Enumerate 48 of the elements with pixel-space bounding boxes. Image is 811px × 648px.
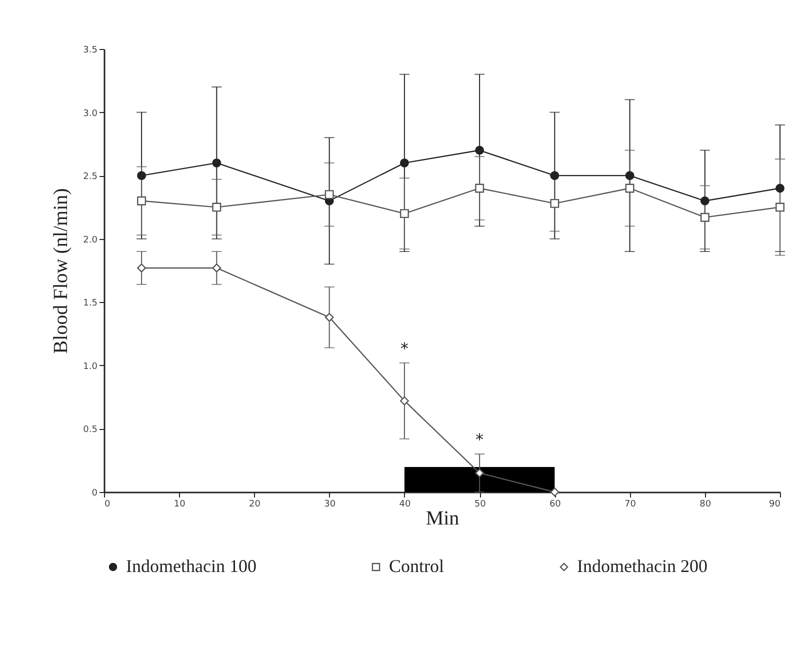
point xyxy=(550,488,560,496)
point xyxy=(137,263,146,272)
point xyxy=(550,171,560,180)
point xyxy=(625,171,634,180)
point xyxy=(212,202,222,212)
legend-label: Indomethacin 200 xyxy=(577,556,708,576)
point xyxy=(400,209,409,218)
y-tick-label: 0 xyxy=(92,488,98,498)
point xyxy=(700,196,710,206)
point xyxy=(400,158,409,168)
y-tick-label: 1.5 xyxy=(83,298,98,309)
annotation: * xyxy=(476,430,484,450)
point xyxy=(137,196,146,206)
point xyxy=(550,198,560,208)
point xyxy=(776,184,784,193)
point xyxy=(324,190,334,200)
x-tick-label: 60 xyxy=(549,500,562,510)
annotation: * xyxy=(400,338,408,358)
x-tick-label: 80 xyxy=(700,500,712,510)
x-tick-label: 70 xyxy=(624,500,636,510)
x-tick-label: 40 xyxy=(399,500,411,510)
legend-label: Indomethacin 100 xyxy=(126,556,256,576)
x-tick-label: 0 xyxy=(104,500,110,510)
x-tick-label: 90 xyxy=(769,500,781,510)
y-tick-label: 3.0 xyxy=(83,108,98,119)
point xyxy=(475,184,484,193)
point xyxy=(212,158,222,168)
point xyxy=(400,396,409,406)
y-tick-label: 2.0 xyxy=(83,235,98,246)
point xyxy=(212,263,222,272)
point xyxy=(776,202,784,212)
point xyxy=(475,146,484,155)
point xyxy=(324,312,334,322)
y-tick-label: 0.5 xyxy=(83,425,98,436)
y-axis-title: Blood Flow (nl/min) xyxy=(50,188,72,354)
point xyxy=(475,468,484,478)
y-tick-label: 1.0 xyxy=(83,362,98,372)
legend-label: Control xyxy=(389,556,444,576)
point xyxy=(137,171,146,180)
x-tick-label: 20 xyxy=(248,500,261,510)
x-tick-label: 10 xyxy=(174,500,186,510)
x-axis-title: Min xyxy=(426,508,460,530)
point xyxy=(625,184,634,193)
y-tick-label: 3.5 xyxy=(83,46,98,56)
x-tick-label: 50 xyxy=(474,500,486,510)
y-tick-label: 2.5 xyxy=(83,172,98,182)
point xyxy=(700,212,710,222)
x-tick-label: 30 xyxy=(324,500,336,510)
